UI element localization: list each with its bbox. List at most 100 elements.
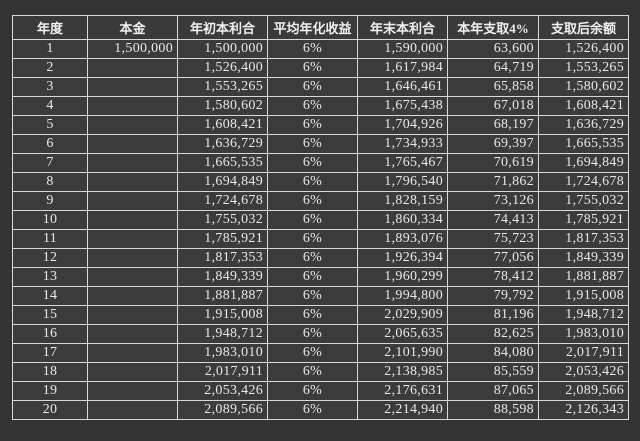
cell-year: 2: [12, 58, 88, 78]
table-row: 11 1,785,921 6% 1,893,076 75,723 1,817,353: [12, 229, 629, 249]
header-annual-return: 平均年化收益: [267, 15, 358, 40]
cell-annual-return: 6%: [267, 134, 358, 154]
cell-annual-return: 6%: [267, 343, 358, 363]
cell-remaining-balance: 1,553,265: [538, 58, 629, 78]
cell-withdrawal: 64,719: [447, 58, 539, 78]
cell-principal: [87, 134, 178, 154]
table-row: 3 1,553,265 6% 1,646,461 65,858 1,580,602: [12, 77, 629, 97]
cell-year: 16: [12, 324, 88, 344]
cell-principal: [87, 381, 178, 401]
cell-withdrawal: 77,056: [447, 248, 539, 268]
cell-year: 13: [12, 267, 88, 287]
cell-withdrawal: 81,196: [447, 305, 539, 325]
cell-annual-return: 6%: [267, 96, 358, 116]
cell-annual-return: 6%: [267, 267, 358, 287]
cell-end-balance: 2,138,985: [357, 362, 448, 382]
cell-start-balance: 1,636,729: [177, 134, 268, 154]
header-remaining-balance: 支取后余额: [538, 15, 629, 40]
cell-start-balance: 1,785,921: [177, 229, 268, 249]
cell-withdrawal: 84,080: [447, 343, 539, 363]
cell-withdrawal: 87,065: [447, 381, 539, 401]
cell-principal: [87, 267, 178, 287]
cell-principal: [87, 305, 178, 325]
table-row: 7 1,665,535 6% 1,765,467 70,619 1,694,849: [12, 153, 629, 173]
cell-withdrawal: 82,625: [447, 324, 539, 344]
cell-start-balance: 1,665,535: [177, 153, 268, 173]
cell-start-balance: 1,608,421: [177, 115, 268, 135]
cell-start-balance: 1,915,008: [177, 305, 268, 325]
cell-year: 18: [12, 362, 88, 382]
cell-withdrawal: 70,619: [447, 153, 539, 173]
cell-annual-return: 6%: [267, 77, 358, 97]
cell-end-balance: 1,675,438: [357, 96, 448, 116]
cell-end-balance: 2,176,631: [357, 381, 448, 401]
cell-remaining-balance: 2,053,426: [538, 362, 629, 382]
cell-remaining-balance: 1,849,339: [538, 248, 629, 268]
cell-start-balance: 1,724,678: [177, 191, 268, 211]
header-start-balance: 年初本利合: [177, 15, 268, 40]
cell-withdrawal: 69,397: [447, 134, 539, 154]
cell-start-balance: 1,580,602: [177, 96, 268, 116]
cell-principal: [87, 191, 178, 211]
cell-principal: [87, 153, 178, 173]
table-row: 2 1,526,400 6% 1,617,984 64,719 1,553,265: [12, 58, 629, 78]
cell-withdrawal: 74,413: [447, 210, 539, 230]
cell-end-balance: 1,704,926: [357, 115, 448, 135]
cell-year: 5: [12, 115, 88, 135]
cell-principal: 1,500,000: [87, 39, 178, 59]
table-row: 4 1,580,602 6% 1,675,438 67,018 1,608,421: [12, 96, 629, 116]
cell-annual-return: 6%: [267, 115, 358, 135]
cell-end-balance: 1,796,540: [357, 172, 448, 192]
cell-year: 7: [12, 153, 88, 173]
cell-end-balance: 2,029,909: [357, 305, 448, 325]
cell-year: 1: [12, 39, 88, 59]
cell-annual-return: 6%: [267, 58, 358, 78]
cell-year: 4: [12, 96, 88, 116]
cell-withdrawal: 73,126: [447, 191, 539, 211]
cell-remaining-balance: 1,983,010: [538, 324, 629, 344]
header-row: 年度 本金 年初本利合 平均年化收益 年末本利合 本年支取4% 支取后余额: [12, 15, 629, 40]
cell-principal: [87, 96, 178, 116]
cell-principal: [87, 58, 178, 78]
table-row: 19 2,053,426 6% 2,176,631 87,065 2,089,566: [12, 381, 629, 401]
cell-start-balance: 1,755,032: [177, 210, 268, 230]
cell-year: 17: [12, 343, 88, 363]
cell-end-balance: 1,960,299: [357, 267, 448, 287]
cell-annual-return: 6%: [267, 400, 358, 420]
cell-remaining-balance: 1,785,921: [538, 210, 629, 230]
cell-year: 10: [12, 210, 88, 230]
cell-principal: [87, 286, 178, 306]
cell-start-balance: 1,553,265: [177, 77, 268, 97]
cell-annual-return: 6%: [267, 210, 358, 230]
cell-end-balance: 1,617,984: [357, 58, 448, 78]
cell-principal: [87, 362, 178, 382]
cell-end-balance: 1,828,159: [357, 191, 448, 211]
cell-year: 14: [12, 286, 88, 306]
cell-year: 8: [12, 172, 88, 192]
table-header: 年度 本金 年初本利合 平均年化收益 年末本利合 本年支取4% 支取后余额: [12, 15, 629, 40]
cell-principal: [87, 172, 178, 192]
cell-end-balance: 1,893,076: [357, 229, 448, 249]
cell-principal: [87, 77, 178, 97]
cell-remaining-balance: 1,526,400: [538, 39, 629, 59]
cell-withdrawal: 67,018: [447, 96, 539, 116]
cell-principal: [87, 229, 178, 249]
table-row: 14 1,881,887 6% 1,994,800 79,792 1,915,008: [12, 286, 629, 306]
cell-end-balance: 1,994,800: [357, 286, 448, 306]
cell-year: 20: [12, 400, 88, 420]
cell-end-balance: 1,926,394: [357, 248, 448, 268]
table-row: 5 1,608,421 6% 1,704,926 68,197 1,636,729: [12, 115, 629, 135]
cell-withdrawal: 88,598: [447, 400, 539, 420]
table-row: 12 1,817,353 6% 1,926,394 77,056 1,849,339: [12, 248, 629, 268]
cell-end-balance: 2,214,940: [357, 400, 448, 420]
cell-remaining-balance: 1,724,678: [538, 172, 629, 192]
table-row: 8 1,694,849 6% 1,796,540 71,862 1,724,678: [12, 172, 629, 192]
cell-start-balance: 2,017,911: [177, 362, 268, 382]
cell-year: 12: [12, 248, 88, 268]
cell-annual-return: 6%: [267, 362, 358, 382]
table-row: 1 1,500,000 1,500,000 6% 1,590,000 63,600 1,52…: [12, 39, 629, 59]
cell-start-balance: 1,694,849: [177, 172, 268, 192]
cell-principal: [87, 400, 178, 420]
table-row: 18 2,017,911 6% 2,138,985 85,559 2,053,426: [12, 362, 629, 382]
cell-remaining-balance: 1,755,032: [538, 191, 629, 211]
